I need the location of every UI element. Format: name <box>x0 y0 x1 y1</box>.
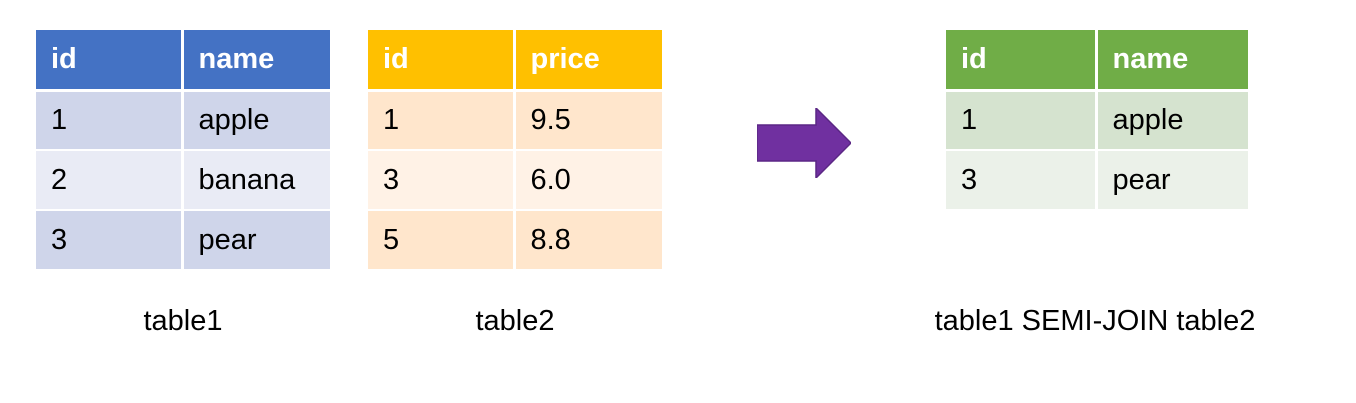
result-cell-id: 3 <box>946 150 1098 211</box>
table1-cell-name: apple <box>182 90 330 151</box>
table2-cell-id: 5 <box>368 210 516 271</box>
table1-cell-id: 1 <box>36 90 184 151</box>
table-row: 3 pear <box>36 210 330 271</box>
result-header-name: name <box>1096 30 1248 92</box>
table2-header-id: id <box>368 30 516 92</box>
table-row: 1 apple <box>36 90 330 151</box>
table2-header-row: id price <box>368 30 662 92</box>
result-header-id: id <box>946 30 1098 92</box>
table1-cell-name: pear <box>182 210 330 271</box>
table1-header-id: id <box>36 30 184 92</box>
table1-header-row: id name <box>36 30 330 92</box>
table-row: 1 9.5 <box>368 90 662 151</box>
table1-caption: table1 <box>143 305 223 337</box>
result-caption: table1 SEMI-JOIN table2 <box>934 305 1256 337</box>
table1-header-name: name <box>182 30 330 92</box>
table2: id price 1 9.5 3 6.0 5 8.8 <box>368 30 662 271</box>
table2-cell-price: 9.5 <box>514 90 662 151</box>
table2-cell-price: 8.8 <box>514 210 662 271</box>
result-cell-id: 1 <box>946 90 1098 151</box>
result-table: id name 1 apple 3 pear <box>946 30 1248 211</box>
table-row: 3 pear <box>946 150 1248 211</box>
result-cell-name: apple <box>1096 90 1248 151</box>
table1-cell-id: 2 <box>36 150 184 211</box>
result-header-row: id name <box>946 30 1248 92</box>
table-row: 3 6.0 <box>368 150 662 211</box>
table1-cell-id: 3 <box>36 210 184 271</box>
table2-caption: table2 <box>475 305 555 337</box>
table2-header-price: price <box>514 30 662 92</box>
table-row: 1 apple <box>946 90 1248 151</box>
result-cell-name: pear <box>1096 150 1248 211</box>
table1: id name 1 apple 2 banana 3 pear <box>36 30 330 271</box>
table2-cell-price: 6.0 <box>514 150 662 211</box>
table-row: 5 8.8 <box>368 210 662 271</box>
table2-cell-id: 1 <box>368 90 516 151</box>
table-row: 2 banana <box>36 150 330 211</box>
table2-cell-id: 3 <box>368 150 516 211</box>
right-arrow-icon <box>757 108 851 178</box>
table1-cell-name: banana <box>182 150 330 211</box>
